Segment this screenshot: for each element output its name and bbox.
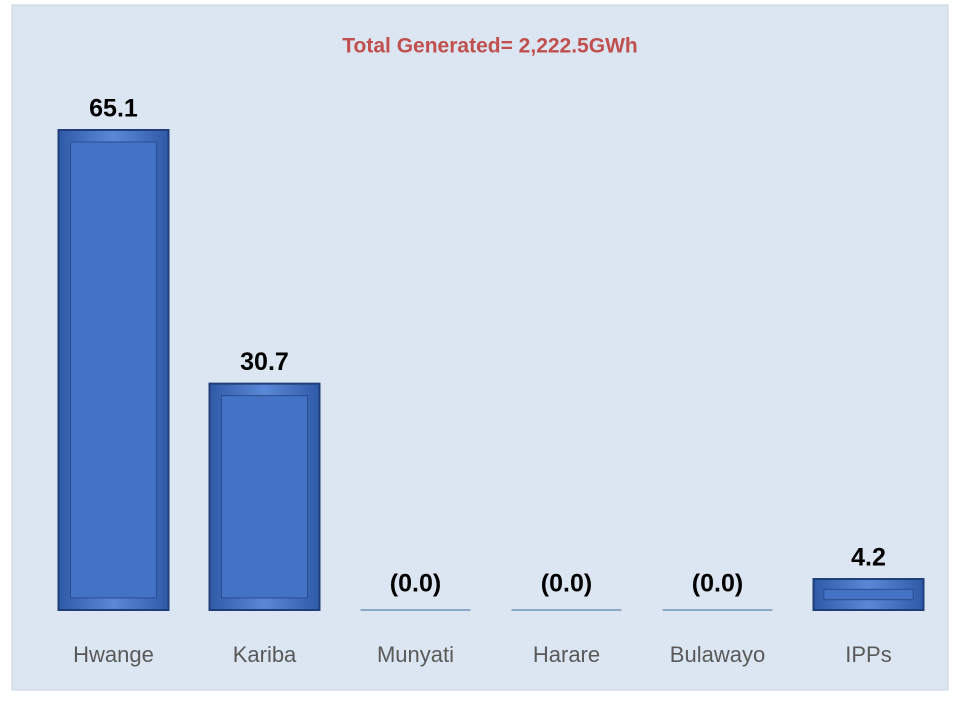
bar-bevel [221,395,308,599]
value-label: (0.0) [541,570,592,598]
x-tick-label: Hwange [73,642,154,667]
value-label: 30.7 [240,348,289,376]
value-label: (0.0) [692,570,743,598]
x-tick-label: Harare [533,642,600,667]
value-label: (0.0) [390,570,441,598]
bar-bevel [823,588,914,601]
x-tick-label: Bulawayo [670,642,765,667]
chart-title: Total Generated= 2,222.5GWh [342,35,637,58]
x-tick-label: Kariba [233,642,297,667]
bar-bevel [70,141,157,599]
value-label: 4.2 [851,544,886,572]
x-tick-label: IPPs [845,642,891,667]
value-label: 65.1 [89,95,138,123]
x-tick-label: Munyati [377,642,454,667]
